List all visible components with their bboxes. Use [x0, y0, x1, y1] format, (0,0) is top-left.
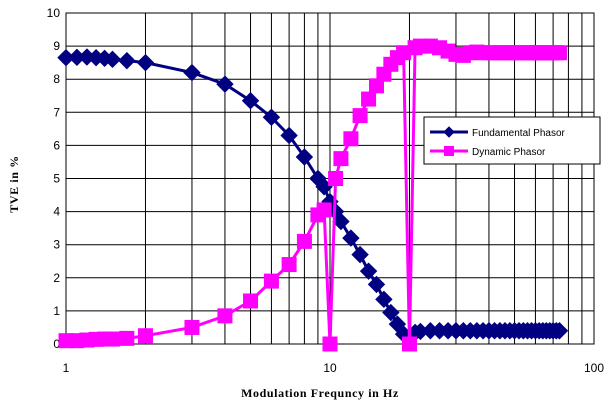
data-point [241, 92, 260, 110]
data-point [342, 229, 360, 247]
data-point [333, 151, 349, 167]
legend-marker [443, 126, 455, 138]
data-point [352, 108, 368, 124]
series-line [65, 55, 560, 339]
data-point [295, 148, 314, 166]
data-point [136, 53, 155, 72]
data-point [281, 257, 297, 273]
legend-marker [444, 146, 454, 156]
legend-entry: Dynamic Phasor [430, 146, 546, 158]
y-tick-label: 1 [53, 304, 60, 318]
series-fundamental-phasor [57, 48, 569, 347]
data-point [361, 91, 377, 107]
data-point [316, 202, 332, 218]
y-tick-labels: 0 1 2 3 4 5 6 7 8 9 10 [47, 6, 61, 351]
y-tick-label: 9 [53, 39, 60, 53]
data-point [280, 126, 298, 145]
y-tick-label: 5 [53, 172, 60, 186]
data-point [183, 63, 201, 82]
data-point [262, 108, 281, 126]
data-point [343, 131, 359, 147]
data-point [103, 50, 122, 69]
series-dynamic-phasor [58, 38, 567, 352]
data-point [382, 303, 400, 322]
x-tick-labels: 1 10 100 [63, 361, 605, 375]
series-line [66, 44, 560, 346]
y-tick-label: 8 [53, 72, 60, 86]
data-point [359, 262, 378, 280]
data-point [551, 45, 567, 61]
x-tick-label: 10 [323, 361, 337, 375]
data-point [263, 273, 279, 289]
legend-box [423, 116, 601, 165]
data-point [328, 171, 344, 186]
data-point [401, 336, 417, 352]
y-tick-label: 7 [53, 105, 60, 119]
data-point [104, 331, 120, 347]
data-point [296, 233, 312, 249]
y-tick-label: 0 [53, 337, 60, 351]
data-point [375, 290, 393, 309]
x-tick-label: 1 [63, 361, 70, 375]
legend-label: Dynamic Phasor [472, 147, 546, 158]
y-tick-label: 6 [53, 138, 60, 152]
data-point [351, 245, 369, 264]
legend: Fundamental Phasor Dynamic Phasor [423, 116, 601, 165]
y-tick-label: 10 [47, 6, 61, 20]
data-point [367, 275, 386, 294]
y-tick-label: 2 [53, 271, 60, 285]
legend-label: Fundamental Phasor [472, 128, 566, 139]
data-point [119, 330, 135, 346]
series-layer [57, 38, 569, 352]
data-point [118, 51, 136, 70]
x-axis-title: Modulation Frequncy in Hz [241, 386, 399, 400]
legend-entry: Fundamental Phasor [430, 126, 566, 139]
data-point [550, 322, 569, 340]
x-tick-label: 100 [584, 361, 604, 375]
data-point [216, 75, 234, 93]
data-point [137, 328, 153, 344]
data-point [243, 293, 259, 309]
data-point [322, 336, 338, 352]
data-point [217, 308, 233, 324]
y-tick-label: 3 [53, 238, 60, 252]
y-axis-title: TVE in % [7, 155, 21, 212]
y-tick-label: 4 [53, 205, 60, 219]
data-point [184, 319, 200, 335]
